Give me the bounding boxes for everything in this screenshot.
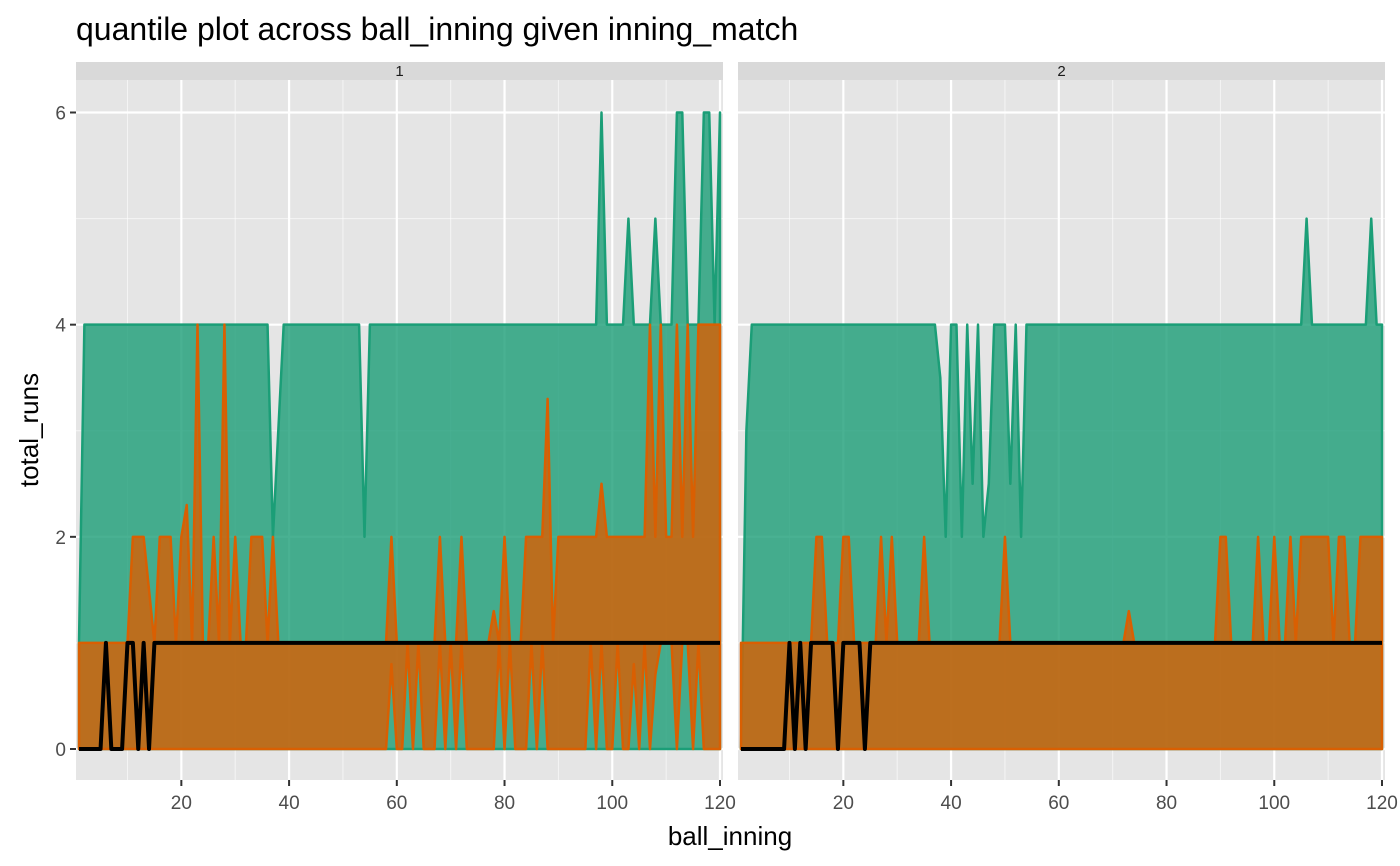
facet-strip-label: 1 (395, 63, 403, 80)
y-tick-label: 0 (55, 740, 66, 761)
y-tick-label: 6 (55, 104, 66, 125)
x-tick-label: 60 (1048, 793, 1069, 814)
y-tick-label: 4 (55, 316, 66, 337)
x-tick-label: 40 (941, 793, 962, 814)
x-tick-label: 60 (386, 793, 407, 814)
x-tick-label: 20 (171, 793, 192, 814)
x-tick-label: 100 (1258, 793, 1290, 814)
x-tick-label: 40 (279, 793, 300, 814)
y-axis-title: total_runs (14, 373, 44, 487)
facet-strip-label: 2 (1057, 63, 1065, 80)
x-tick-label: 80 (1156, 793, 1177, 814)
x-tick-label: 100 (596, 793, 628, 814)
facet-panel-2: 2 20 40 60 80 100 120 (738, 62, 1398, 814)
chart-title: quantile plot across ball_inning given i… (76, 11, 798, 47)
x-tick-label: 20 (833, 793, 854, 814)
x-tick-label: 120 (704, 793, 736, 814)
x-tick-label: 120 (1366, 793, 1398, 814)
y-tick-label: 2 (55, 528, 66, 549)
x-tick-label: 80 (494, 793, 515, 814)
x-axis-title: ball_inning (668, 821, 792, 851)
